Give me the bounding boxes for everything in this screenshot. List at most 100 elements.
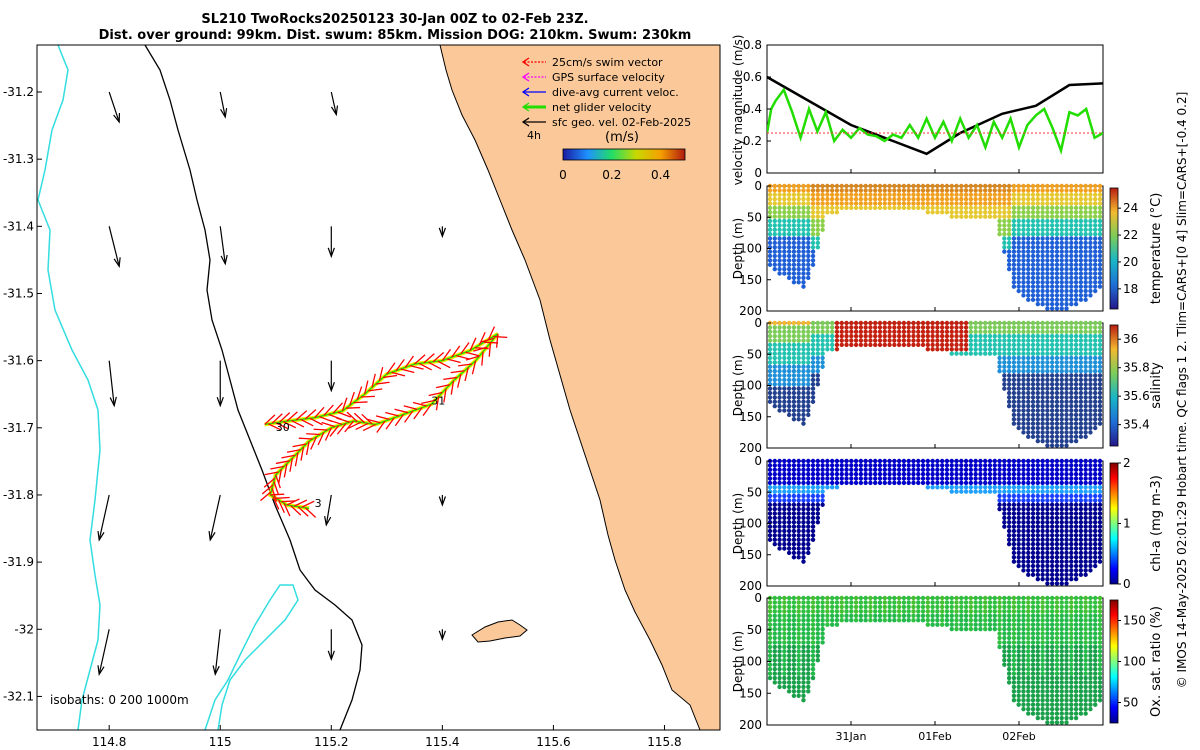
section-profile-dot [944,188,950,193]
section-profile-dot [1097,471,1103,477]
section-profile-dot [786,188,792,193]
section-profile-dot [1035,258,1041,263]
swim-vector [488,326,496,340]
section-profile-dot [1069,568,1074,573]
section-profile-dot [777,653,782,658]
section-profile-dot [1049,377,1055,383]
section-profile-dot [786,249,792,254]
section-profile-dot [1064,271,1069,276]
section-profile-dot [1083,390,1088,396]
section-profile-dot [1069,240,1074,246]
section-profile-dot [839,618,844,623]
section-profile-dot [786,262,792,267]
section-profile-dot [1006,613,1012,618]
section-profile-dot [1083,635,1088,641]
section-profile-dot [772,205,777,211]
section-profile-dot [839,604,844,610]
section-profile-dot [983,205,988,211]
section-profile-dot [815,325,821,330]
section-profile-dot [1083,493,1088,499]
swim-vector [391,371,406,377]
section-profile-dot [1026,249,1031,254]
section-profile-dot [772,377,777,383]
section-profile-dot [1011,188,1017,193]
section-cbtick-label: 24 [1123,201,1138,215]
section-profile-dot [1026,373,1031,378]
section-profile-dot [801,205,806,211]
swim-vector [368,388,383,392]
section-profile-dot [925,325,931,330]
section-profile-dot [796,183,801,189]
section-profile-dot [1083,347,1088,352]
section-profile-dot [791,546,797,551]
section-profile-dot [1016,559,1021,564]
section-profile-dot [944,338,950,343]
section-profile-dot [959,476,964,481]
section-profile-dot [796,280,801,285]
section-profile-dot [1073,698,1079,703]
swim-vector [443,376,458,380]
section-profile-dot [1083,320,1088,326]
section-profile-dot [1088,471,1093,477]
section-profile-dot [987,626,993,632]
section-profile-dot [796,541,801,547]
section-profile-dot [1083,430,1088,435]
section-profile-dot [767,373,773,378]
section-profile-dot [1069,506,1074,512]
section-profile-dot [858,604,864,610]
section-profile-dot [1093,382,1098,387]
section-profile-dot [939,458,945,464]
swim-vector [376,420,386,433]
section-profile-dot [1040,360,1045,365]
map-ytick-label: -31.2 [3,85,34,99]
section-profile-dot [882,618,887,623]
section-profile-dot [801,347,806,352]
section-profile-dot [801,680,806,685]
section-profile-dot [1021,515,1026,521]
section-profile-dot [1049,572,1055,577]
section-profile-dot [786,231,792,237]
section-profile-dot [791,355,797,361]
velocity-ytick-label: 0 [754,166,762,180]
section-profile-dot [1021,626,1026,632]
map-ytick-label: -31.4 [3,219,34,233]
section-profile-dot [796,329,801,334]
section-profile-dot [1073,395,1079,400]
section-profile-dot [1054,537,1060,542]
section-profile-dot [1054,403,1060,409]
section-profile-dot [930,210,935,215]
section-profile-dot [1097,347,1103,352]
section-profile-dot [1083,434,1088,439]
section-profile-dot [1097,373,1103,378]
swim-vector [341,397,348,412]
section-profile-dot [791,351,797,356]
section-profile-dot [863,618,868,623]
section-profile-dot [1083,653,1088,658]
section-profile-dot [1064,644,1069,650]
section-profile-dot [777,214,782,219]
section-profile-dot [963,338,969,343]
section-profile-dot [1073,635,1079,641]
section-profile-dot [1097,231,1103,237]
section-profile-dot [1069,368,1074,374]
section-profile-dot [806,631,811,636]
section-profile-dot [1059,471,1064,477]
section-profile-dot [1030,196,1036,202]
section-profile-dot [1078,271,1084,276]
section-profile-dot [1064,626,1069,632]
section-profile-dot [1040,520,1045,525]
section-profile-dot [1069,635,1074,641]
section-profile-dot [1040,533,1045,538]
section-profile-dot [786,320,792,326]
section-profile-dot [997,498,1002,503]
section-profile-dot [920,609,926,614]
section-profile-dot [1083,201,1088,206]
section-profile-dot [1035,188,1041,193]
section-profile-dot [1035,288,1041,294]
section-profile-dot [1083,360,1088,365]
section-profile-dot [1035,533,1041,538]
section-profile-dot [1093,280,1098,285]
section-profile-dot [949,183,954,189]
section-profile-dot [978,320,983,326]
section-profile-dot [906,476,911,481]
